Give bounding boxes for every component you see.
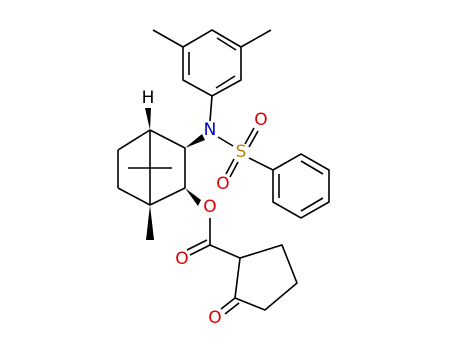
- atom-label: O: [208, 308, 221, 328]
- stereo-bonds: [145, 108, 205, 240]
- atom-label: N: [204, 120, 217, 140]
- atom-label: O: [175, 249, 188, 269]
- atom-label: O: [216, 174, 229, 194]
- atom-label: O: [254, 110, 267, 130]
- atom-label: O: [203, 197, 216, 217]
- atom-label: S: [236, 142, 247, 162]
- bonds: [117, 29, 330, 315]
- atom-label: H: [142, 88, 155, 108]
